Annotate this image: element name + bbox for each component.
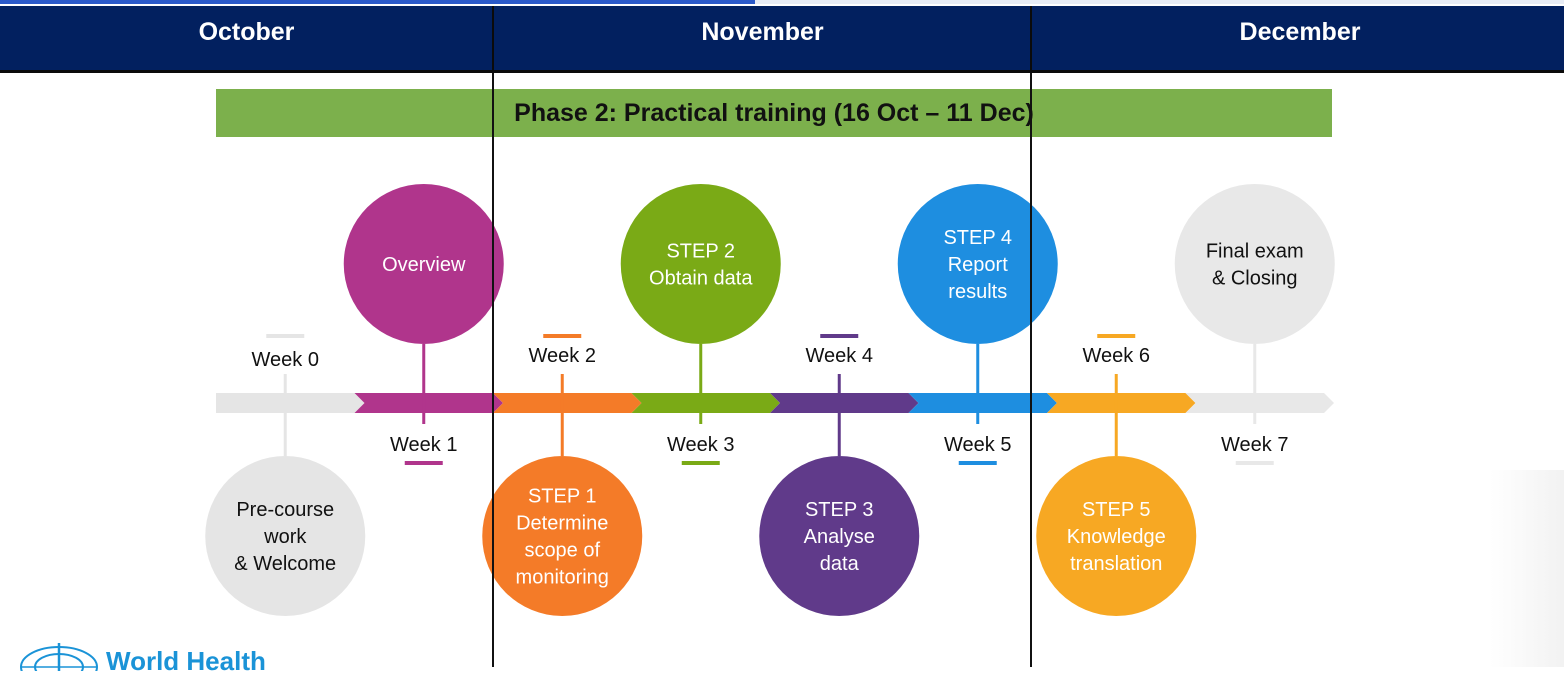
milestone-text: results — [948, 281, 1007, 303]
week-label: Week 1 — [390, 434, 457, 456]
week-label: Week 5 — [944, 434, 1011, 456]
milestone-circle — [205, 456, 366, 616]
month-november: November — [701, 18, 824, 46]
timeline-arrow-segment — [216, 393, 365, 413]
milestone-text: STEP 1 — [528, 486, 597, 508]
milestone-circle — [897, 184, 1058, 344]
month-boundary-line — [1030, 73, 1032, 667]
timeline-arrow-segment — [354, 393, 503, 413]
phase-banner: Phase 2: Practical training (16 Oct – 11… — [216, 89, 1332, 137]
week-label: Week 4 — [806, 345, 873, 367]
week-label: Week 3 — [667, 434, 734, 456]
milestone-circle — [482, 456, 643, 616]
milestone-circle — [1174, 184, 1335, 344]
milestone-text: STEP 5 — [1082, 499, 1151, 521]
week-label: Week 2 — [529, 345, 596, 367]
milestone-text: Overview — [382, 254, 466, 276]
milestone-text: Report — [948, 254, 1008, 276]
top-progress-accent — [0, 0, 755, 4]
milestone-text: translation — [1070, 553, 1162, 575]
month-header-bar: October November December — [0, 6, 1564, 73]
milestone-text: data — [820, 553, 860, 575]
milestone-text: STEP 4 — [943, 227, 1012, 249]
week-label: Week 0 — [252, 349, 319, 371]
milestone-circle — [759, 456, 920, 616]
month-boundary-line — [492, 73, 494, 667]
milestone-text: STEP 3 — [805, 499, 874, 521]
timeline-arrow-segment — [1047, 393, 1196, 413]
milestone-text: & Closing — [1212, 268, 1298, 290]
timeline-arrow-segment — [770, 393, 919, 413]
week-label: Week 7 — [1221, 434, 1288, 456]
milestone-text: monitoring — [516, 567, 609, 589]
milestone-text: Pre-course — [236, 499, 334, 521]
top-progress-line — [0, 0, 1564, 4]
month-october: October — [198, 18, 295, 46]
week-label: Week 6 — [1083, 345, 1150, 367]
milestone-circle — [343, 184, 504, 344]
month-divider — [1030, 6, 1032, 70]
milestone-text: Final exam — [1206, 241, 1304, 263]
milestone-text: Obtain data — [649, 268, 753, 290]
timeline-arrow-segment — [908, 393, 1057, 413]
milestone-text: Determine — [516, 513, 608, 535]
milestone-text: Analyse — [804, 526, 875, 548]
timeline-arrow-segment — [1185, 393, 1334, 413]
milestone-text: & Welcome — [234, 553, 336, 575]
milestone-text: work — [263, 526, 307, 548]
month-december: December — [1239, 18, 1361, 46]
milestone-text: scope of — [524, 540, 600, 562]
milestone-circle — [620, 184, 781, 344]
milestone-circle — [1036, 456, 1197, 616]
organization-logo-text: World Health — [106, 646, 266, 676]
milestone-text: Knowledge — [1067, 526, 1166, 548]
edge-shadow — [1490, 470, 1564, 667]
timeline-arrow-segment — [493, 393, 642, 413]
month-divider — [492, 6, 494, 70]
timeline-arrow-segment — [631, 393, 780, 413]
milestone-text: STEP 2 — [666, 241, 735, 263]
